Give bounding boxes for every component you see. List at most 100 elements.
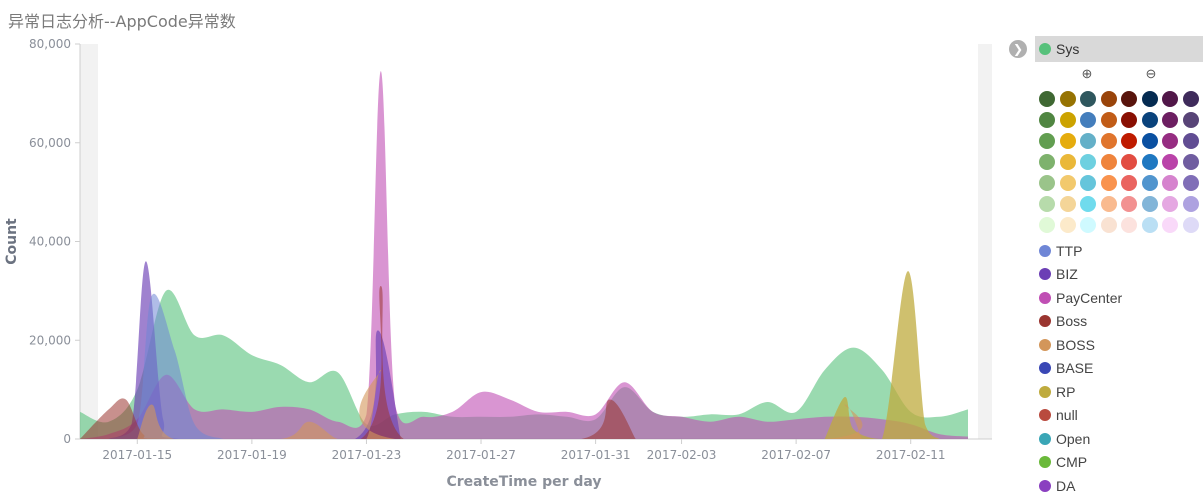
legend-item[interactable]: BASE — [1035, 357, 1203, 381]
legend-dot — [1039, 291, 1051, 304]
palette-swatch[interactable] — [1100, 153, 1117, 170]
legend-panel: Sys ⊕ ⊖ TTP BIZ PayCenter Boss BOSS BASE RP nul… — [1035, 36, 1203, 500]
palette-swatch[interactable] — [1100, 132, 1117, 149]
legend-item[interactable]: PayCenter — [1035, 286, 1203, 310]
palette-swatch[interactable] — [1182, 195, 1199, 212]
palette-swatch[interactable] — [1039, 132, 1055, 149]
palette-row — [1039, 151, 1199, 172]
palette-row — [1039, 214, 1199, 235]
legend-label: BIZ — [1056, 266, 1078, 283]
palette-swatch[interactable] — [1059, 153, 1076, 170]
palette-swatch[interactable] — [1059, 132, 1076, 149]
legend-selected-item[interactable]: Sys — [1035, 36, 1203, 62]
legend-dot — [1039, 456, 1051, 469]
palette-swatch[interactable] — [1121, 132, 1138, 149]
palette-swatch[interactable] — [1039, 195, 1055, 212]
series-area-sys — [80, 289, 968, 439]
palette-swatch[interactable] — [1039, 111, 1055, 128]
palette-swatch[interactable] — [1100, 90, 1117, 107]
legend-dot — [1039, 385, 1051, 398]
zoom-out-icon[interactable]: ⊖ — [1145, 66, 1157, 81]
palette-swatch[interactable] — [1059, 174, 1076, 191]
palette-swatch[interactable] — [1100, 195, 1117, 212]
palette-row — [1039, 172, 1199, 193]
series-area-biz — [108, 261, 401, 439]
legend-list: TTP BIZ PayCenter Boss BOSS BASE RP null Open CMP… — [1035, 239, 1203, 498]
palette-swatch[interactable] — [1162, 174, 1179, 191]
legend-dot — [1039, 479, 1051, 492]
y-tick-label: 80,000 — [29, 37, 71, 51]
palette-swatch[interactable] — [1100, 216, 1117, 233]
palette-swatch[interactable] — [1059, 111, 1076, 128]
palette-swatch[interactable] — [1080, 195, 1097, 212]
palette-swatch[interactable] — [1162, 132, 1179, 149]
palette-swatch[interactable] — [1080, 111, 1097, 128]
palette-row — [1039, 130, 1199, 151]
legend-toggle-button[interactable]: ❯ — [1009, 40, 1027, 58]
palette-swatch[interactable] — [1121, 90, 1138, 107]
palette-swatch[interactable] — [1141, 195, 1158, 212]
palette-swatch[interactable] — [1059, 195, 1076, 212]
palette-swatch[interactable] — [1121, 216, 1138, 233]
palette-swatch[interactable] — [1182, 174, 1199, 191]
x-tick-label: 2017-02-11 — [876, 448, 946, 462]
legend-item[interactable]: BIZ — [1035, 263, 1203, 287]
x-tick-label: 2017-01-19 — [217, 448, 287, 462]
zoom-in-icon[interactable]: ⊕ — [1081, 66, 1093, 81]
plot-band-left — [80, 44, 98, 439]
palette-swatch[interactable] — [1059, 90, 1076, 107]
palette-swatch[interactable] — [1182, 111, 1199, 128]
palette-swatch[interactable] — [1162, 111, 1179, 128]
palette-swatch[interactable] — [1059, 216, 1076, 233]
palette-swatch[interactable] — [1121, 174, 1138, 191]
legend-item[interactable]: CMP — [1035, 451, 1203, 475]
legend-item[interactable]: BOSS — [1035, 333, 1203, 357]
palette-swatch[interactable] — [1141, 90, 1158, 107]
palette-row — [1039, 88, 1199, 109]
palette-swatch[interactable] — [1080, 90, 1097, 107]
legend-label: DA — [1056, 477, 1076, 494]
palette-swatch[interactable] — [1162, 153, 1179, 170]
palette-swatch[interactable] — [1141, 174, 1158, 191]
y-tick-label: 40,000 — [29, 235, 71, 249]
x-tick-label: 2017-01-27 — [446, 448, 516, 462]
palette-swatch[interactable] — [1100, 174, 1117, 191]
palette-swatch[interactable] — [1182, 90, 1199, 107]
legend-item[interactable]: Boss — [1035, 310, 1203, 334]
palette-swatch[interactable] — [1121, 153, 1138, 170]
legend-item[interactable]: Open — [1035, 427, 1203, 451]
palette-swatch[interactable] — [1162, 195, 1179, 212]
palette-swatch[interactable] — [1182, 132, 1199, 149]
palette-swatch[interactable] — [1162, 90, 1179, 107]
palette-swatch[interactable] — [1080, 153, 1097, 170]
legend-item[interactable]: RP — [1035, 380, 1203, 404]
palette-swatch[interactable] — [1121, 195, 1138, 212]
palette-swatch[interactable] — [1182, 153, 1199, 170]
legend-item[interactable]: TTP — [1035, 239, 1203, 263]
legend-label: TTP — [1056, 242, 1083, 259]
palette-swatch[interactable] — [1141, 111, 1158, 128]
legend-label: null — [1056, 407, 1078, 424]
palette-swatch[interactable] — [1141, 132, 1158, 149]
palette-swatch[interactable] — [1039, 174, 1055, 191]
legend-dot — [1039, 362, 1051, 375]
palette-swatch[interactable] — [1162, 216, 1179, 233]
palette-swatch[interactable] — [1121, 111, 1138, 128]
legend-item[interactable]: DA — [1035, 474, 1203, 498]
legend-label: BASE — [1056, 360, 1094, 377]
legend-item[interactable]: null — [1035, 404, 1203, 428]
palette-swatch[interactable] — [1039, 216, 1055, 233]
palette-swatch[interactable] — [1141, 153, 1158, 170]
palette-swatch[interactable] — [1080, 132, 1097, 149]
plot-band-right — [978, 44, 992, 439]
palette-swatch[interactable] — [1039, 153, 1055, 170]
palette-swatch[interactable] — [1182, 216, 1199, 233]
palette-swatch[interactable] — [1141, 216, 1158, 233]
x-axis-label: CreateTime per day — [446, 474, 601, 490]
palette-swatch[interactable] — [1100, 111, 1117, 128]
legend-label: CMP — [1056, 454, 1088, 471]
palette-swatch[interactable] — [1039, 90, 1055, 107]
palette-swatch[interactable] — [1080, 174, 1097, 191]
chevron-right-icon: ❯ — [1012, 42, 1024, 56]
palette-swatch[interactable] — [1080, 216, 1097, 233]
